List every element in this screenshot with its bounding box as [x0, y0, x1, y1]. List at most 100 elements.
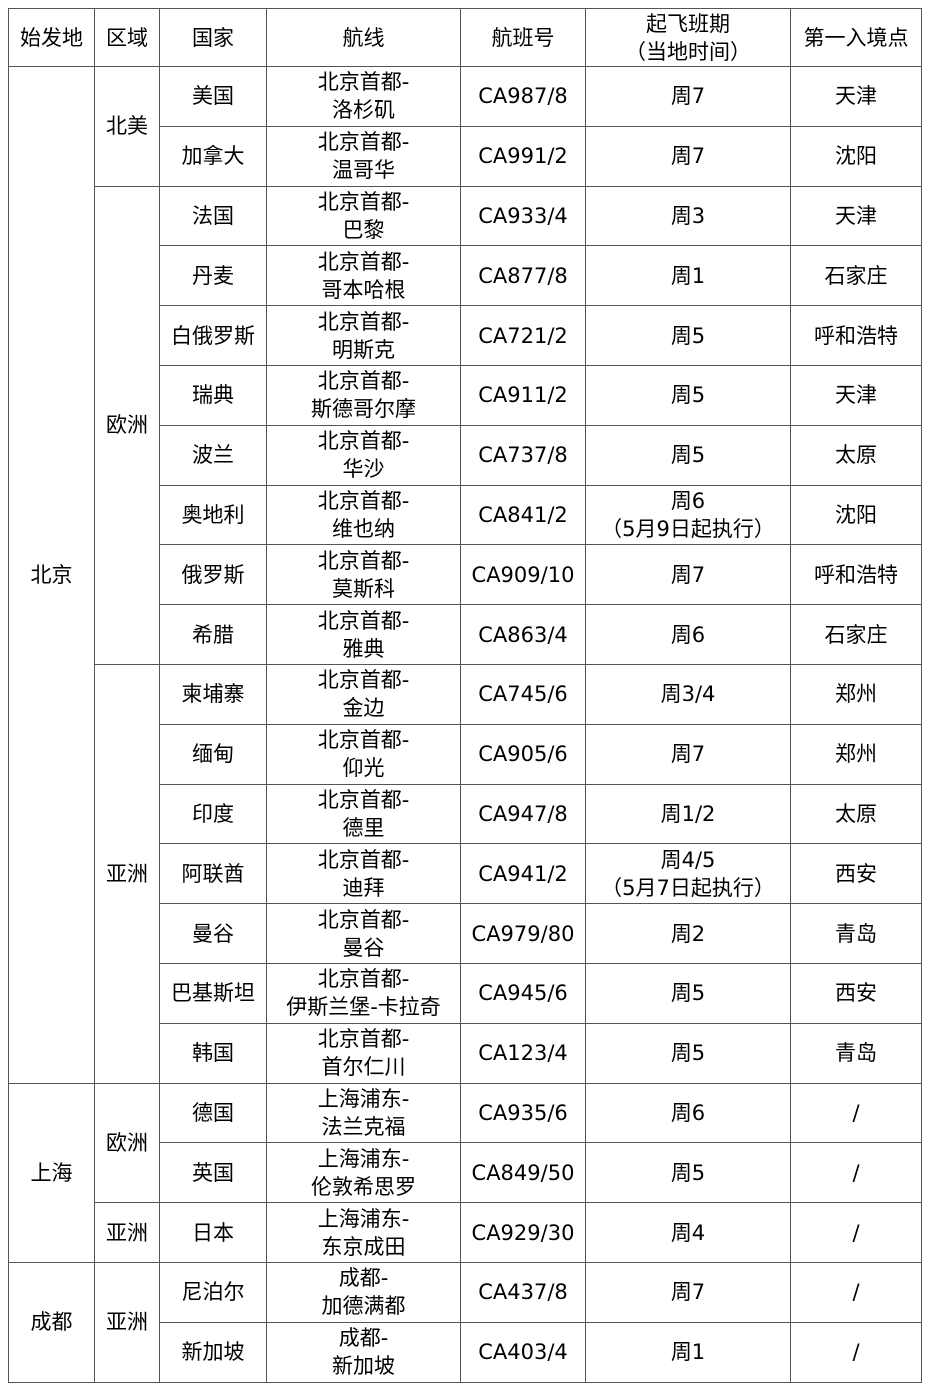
entry-cell: 西安	[790, 843, 922, 905]
route-cell: 上海浦东- 伦敦希思罗	[266, 1142, 461, 1204]
route-cell: 北京首都- 仰光	[266, 723, 461, 785]
table-row: 丹麦 北京首都- 哥本哈根 CA877/8 周1 石家庄	[9, 245, 922, 307]
flight-cell: CA935/6	[460, 1082, 586, 1144]
table-row: 缅甸 北京首都- 仰光 CA905/6 周7 郑州	[9, 723, 922, 785]
entry-cell: 青岛	[790, 903, 922, 964]
flight-cell: CA403/4	[460, 1321, 586, 1383]
cell-line: 北京首都-	[317, 130, 410, 155]
entry-cell: 石家庄	[790, 604, 922, 665]
country-cell: 巴基斯坦	[159, 962, 267, 1024]
cell-line: 周3/4	[660, 682, 716, 707]
route-cell: 北京首都- 首尔仁川	[266, 1022, 461, 1084]
schedule-cell: 周7	[585, 723, 791, 785]
country-cell: 印度	[159, 783, 267, 845]
cell-line: 北京首都-	[317, 728, 410, 753]
schedule-cell: 周3/4	[585, 663, 791, 725]
schedule-cell: 周5	[585, 305, 791, 366]
cell-line: 周3	[670, 203, 706, 228]
cell-line: 周7	[670, 562, 706, 587]
country-cell: 白俄罗斯	[159, 305, 267, 366]
entry-cell: /	[790, 1202, 922, 1263]
entry-cell: 呼和浩特	[790, 544, 922, 606]
cell-line: 加德满都	[321, 1294, 406, 1319]
flight-cell: CA991/2	[460, 125, 586, 187]
table-row: 亚洲 日本 上海浦东- 东京成田 CA929/30 周4 /	[9, 1202, 922, 1263]
route-cell: 北京首都- 温哥华	[266, 125, 461, 187]
country-cell: 新加坡	[159, 1321, 267, 1383]
cell-line: 北京首都-	[317, 429, 410, 454]
schedule-cell: 周5	[585, 364, 791, 426]
cell-line: 北京首都-	[317, 1027, 410, 1052]
cell-line: 周6	[670, 488, 706, 513]
entry-cell: 石家庄	[790, 245, 922, 307]
schedule-cell: 周1	[585, 1321, 791, 1383]
cell-line: 德里	[342, 815, 385, 840]
country-cell: 日本	[159, 1202, 267, 1263]
route-cell: 北京首都- 洛杉矶	[266, 66, 461, 127]
cell-line: 伊斯兰堡-卡拉奇	[286, 995, 441, 1020]
cell-line: 北京首都-	[317, 488, 410, 513]
table-row: 亚洲 柬埔寨 北京首都- 金边 CA745/6 周3/4 郑州	[9, 663, 922, 1084]
flight-cell: CA745/6	[460, 663, 586, 725]
entry-cell: 太原	[790, 783, 922, 845]
table-row: 韩国 北京首都- 首尔仁川 CA123/4 周5 青岛	[9, 1022, 922, 1084]
table-row: 瑞典 北京首都- 斯德哥尔摩 CA911/2 周5 天津	[9, 364, 922, 426]
table-row: 新加坡 成都- 新加坡 CA403/4 周1 /	[9, 1321, 922, 1383]
cell-line: 周6	[670, 1100, 706, 1125]
table-row: 欧洲 法国 北京首都- 巴黎 CA933/4 周3 天津	[9, 185, 922, 665]
country-cell: 德国	[159, 1082, 267, 1144]
cell-line: 法兰克福	[321, 1114, 406, 1139]
route-cell: 北京首都- 斯德哥尔摩	[266, 364, 461, 426]
header-flight: 航班号	[460, 8, 586, 67]
region-cell: 亚洲	[94, 663, 160, 1084]
flight-cell: CA437/8	[460, 1261, 586, 1323]
flight-cell: CA877/8	[460, 245, 586, 307]
route-cell: 北京首都- 雅典	[266, 604, 461, 665]
route-cell: 北京首都- 莫斯科	[266, 544, 461, 606]
entry-cell: /	[790, 1261, 922, 1323]
schedule-cell: 周1/2	[585, 783, 791, 845]
flight-cell: CA841/2	[460, 484, 586, 546]
route-cell: 上海浦东- 法兰克福	[266, 1082, 461, 1144]
country-cell: 丹麦	[159, 245, 267, 307]
route-cell: 北京首都- 伊斯兰堡-卡拉奇	[266, 962, 461, 1024]
flight-cell: CA909/10	[460, 544, 586, 606]
table-row: 加拿大 北京首都- 温哥华 CA991/2 周7 沈阳	[9, 125, 922, 187]
entry-cell: 天津	[790, 185, 922, 247]
region-cell: 欧洲	[94, 1082, 160, 1204]
entry-cell: 太原	[790, 424, 922, 486]
flight-cell: CA929/30	[460, 1202, 586, 1263]
country-cell: 加拿大	[159, 125, 267, 187]
cell-line: 北京首都-	[317, 967, 410, 992]
table-row: 印度 北京首都- 德里 CA947/8 周1/2 太原	[9, 783, 922, 845]
schedule-cell: 周5	[585, 962, 791, 1024]
cell-line: 周4/5	[660, 847, 716, 872]
cell-line: 上海浦东-	[317, 1146, 410, 1171]
schedule-cell: 周4/5 （5月7日起执行）	[585, 843, 791, 905]
entry-cell: 郑州	[790, 723, 922, 785]
route-cell: 北京首都- 金边	[266, 663, 461, 725]
cell-line: 周6	[670, 622, 706, 647]
schedule-cell: 周6 （5月9日起执行）	[585, 484, 791, 546]
cell-line: 成都-	[338, 1266, 389, 1291]
cell-line: 周7	[670, 1280, 706, 1305]
region-cell: 欧洲	[94, 185, 160, 665]
cell-line: 周5	[670, 981, 706, 1006]
cell-line: 北京首都-	[317, 369, 410, 394]
cell-line: 仰光	[342, 756, 385, 781]
cell-line: 上海浦东-	[317, 1086, 410, 1111]
country-cell: 英国	[159, 1142, 267, 1204]
flight-cell: CA737/8	[460, 424, 586, 486]
schedule-cell: 周5	[585, 1022, 791, 1084]
route-cell: 上海浦东- 东京成田	[266, 1202, 461, 1263]
cell-line: 周1	[670, 1340, 706, 1365]
schedule-cell: 周7	[585, 66, 791, 127]
country-cell: 瑞典	[159, 364, 267, 426]
cell-line: 温哥华	[332, 158, 395, 183]
schedule-cell: 周2	[585, 903, 791, 964]
schedule-cell: 周6	[585, 604, 791, 665]
cell-line: 周2	[670, 921, 706, 946]
cell-line: 北京首都-	[317, 70, 410, 95]
cell-line: 金边	[342, 696, 385, 721]
cell-line: 周5	[670, 1041, 706, 1066]
